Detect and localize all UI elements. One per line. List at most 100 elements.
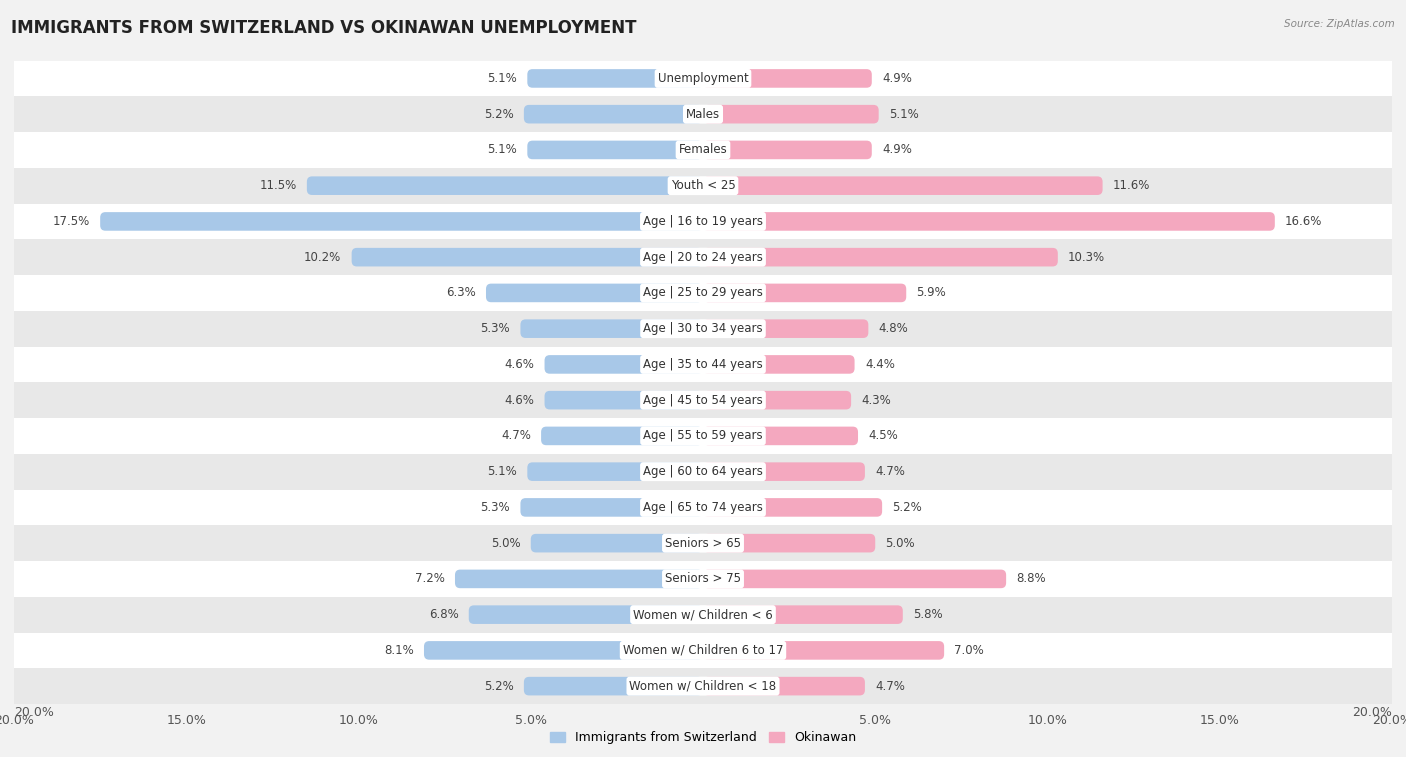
Text: 4.8%: 4.8%: [879, 322, 908, 335]
FancyBboxPatch shape: [527, 463, 703, 481]
Text: 4.7%: 4.7%: [501, 429, 531, 442]
FancyBboxPatch shape: [703, 69, 872, 88]
Text: 5.3%: 5.3%: [481, 322, 510, 335]
Text: 5.1%: 5.1%: [488, 72, 517, 85]
FancyBboxPatch shape: [527, 69, 703, 88]
Text: 5.1%: 5.1%: [889, 107, 918, 120]
FancyBboxPatch shape: [703, 569, 1007, 588]
FancyBboxPatch shape: [520, 498, 703, 517]
FancyBboxPatch shape: [486, 284, 703, 302]
FancyBboxPatch shape: [527, 141, 703, 159]
FancyBboxPatch shape: [524, 677, 703, 696]
Text: 11.5%: 11.5%: [259, 179, 297, 192]
Text: 4.4%: 4.4%: [865, 358, 894, 371]
Bar: [14, 132, 1392, 168]
Text: 4.9%: 4.9%: [882, 143, 912, 157]
Bar: [14, 633, 1392, 668]
FancyBboxPatch shape: [456, 569, 703, 588]
Text: 5.2%: 5.2%: [484, 107, 513, 120]
Text: 5.1%: 5.1%: [488, 465, 517, 478]
Bar: [14, 525, 1392, 561]
FancyBboxPatch shape: [100, 212, 703, 231]
FancyBboxPatch shape: [531, 534, 703, 553]
Text: 11.6%: 11.6%: [1114, 179, 1150, 192]
FancyBboxPatch shape: [703, 212, 1275, 231]
FancyBboxPatch shape: [703, 391, 851, 410]
FancyBboxPatch shape: [703, 319, 869, 338]
Text: 5.0%: 5.0%: [886, 537, 915, 550]
Text: 8.8%: 8.8%: [1017, 572, 1046, 585]
Bar: [14, 96, 1392, 132]
FancyBboxPatch shape: [520, 319, 703, 338]
Text: Males: Males: [686, 107, 720, 120]
Text: Age | 60 to 64 years: Age | 60 to 64 years: [643, 465, 763, 478]
FancyBboxPatch shape: [541, 427, 703, 445]
Text: Women w/ Children 6 to 17: Women w/ Children 6 to 17: [623, 644, 783, 657]
Text: 4.6%: 4.6%: [505, 394, 534, 407]
Text: IMMIGRANTS FROM SWITZERLAND VS OKINAWAN UNEMPLOYMENT: IMMIGRANTS FROM SWITZERLAND VS OKINAWAN …: [11, 19, 637, 37]
Text: 5.8%: 5.8%: [912, 608, 943, 621]
Text: 8.1%: 8.1%: [384, 644, 413, 657]
Bar: [14, 61, 1392, 96]
Text: 4.7%: 4.7%: [875, 680, 905, 693]
FancyBboxPatch shape: [524, 105, 703, 123]
Text: 5.9%: 5.9%: [917, 286, 946, 300]
Text: 20.0%: 20.0%: [1353, 706, 1392, 719]
Text: Unemployment: Unemployment: [658, 72, 748, 85]
Bar: [14, 311, 1392, 347]
Text: Age | 45 to 54 years: Age | 45 to 54 years: [643, 394, 763, 407]
Text: 6.8%: 6.8%: [429, 608, 458, 621]
Text: 5.2%: 5.2%: [484, 680, 513, 693]
FancyBboxPatch shape: [703, 355, 855, 374]
Text: Women w/ Children < 18: Women w/ Children < 18: [630, 680, 776, 693]
Text: 4.3%: 4.3%: [862, 394, 891, 407]
Text: 20.0%: 20.0%: [14, 706, 53, 719]
Legend: Immigrants from Switzerland, Okinawan: Immigrants from Switzerland, Okinawan: [544, 726, 862, 749]
FancyBboxPatch shape: [703, 463, 865, 481]
FancyBboxPatch shape: [307, 176, 703, 195]
Text: 16.6%: 16.6%: [1285, 215, 1323, 228]
Text: Females: Females: [679, 143, 727, 157]
Text: Age | 55 to 59 years: Age | 55 to 59 years: [643, 429, 763, 442]
Bar: [14, 453, 1392, 490]
Text: Women w/ Children < 6: Women w/ Children < 6: [633, 608, 773, 621]
Text: Age | 16 to 19 years: Age | 16 to 19 years: [643, 215, 763, 228]
FancyBboxPatch shape: [544, 391, 703, 410]
Bar: [14, 490, 1392, 525]
Bar: [14, 561, 1392, 597]
Text: 5.0%: 5.0%: [491, 537, 520, 550]
Text: 4.6%: 4.6%: [505, 358, 534, 371]
Text: 5.2%: 5.2%: [893, 501, 922, 514]
Text: Seniors > 65: Seniors > 65: [665, 537, 741, 550]
FancyBboxPatch shape: [703, 534, 875, 553]
Text: 17.5%: 17.5%: [52, 215, 90, 228]
Bar: [14, 204, 1392, 239]
Text: Age | 35 to 44 years: Age | 35 to 44 years: [643, 358, 763, 371]
Text: 5.1%: 5.1%: [488, 143, 517, 157]
Text: Age | 30 to 34 years: Age | 30 to 34 years: [643, 322, 763, 335]
Text: Source: ZipAtlas.com: Source: ZipAtlas.com: [1284, 19, 1395, 29]
FancyBboxPatch shape: [703, 641, 945, 659]
Text: 5.3%: 5.3%: [481, 501, 510, 514]
FancyBboxPatch shape: [703, 284, 907, 302]
FancyBboxPatch shape: [703, 498, 882, 517]
FancyBboxPatch shape: [544, 355, 703, 374]
Bar: [14, 668, 1392, 704]
FancyBboxPatch shape: [703, 176, 1102, 195]
Text: Age | 25 to 29 years: Age | 25 to 29 years: [643, 286, 763, 300]
Bar: [14, 275, 1392, 311]
Text: 4.7%: 4.7%: [875, 465, 905, 478]
FancyBboxPatch shape: [703, 427, 858, 445]
FancyBboxPatch shape: [352, 248, 703, 266]
Text: 10.3%: 10.3%: [1069, 251, 1105, 263]
FancyBboxPatch shape: [703, 677, 865, 696]
FancyBboxPatch shape: [425, 641, 703, 659]
FancyBboxPatch shape: [703, 606, 903, 624]
FancyBboxPatch shape: [703, 105, 879, 123]
FancyBboxPatch shape: [703, 248, 1057, 266]
Bar: [14, 418, 1392, 453]
Bar: [14, 347, 1392, 382]
Bar: [14, 168, 1392, 204]
FancyBboxPatch shape: [468, 606, 703, 624]
Text: 7.2%: 7.2%: [415, 572, 444, 585]
